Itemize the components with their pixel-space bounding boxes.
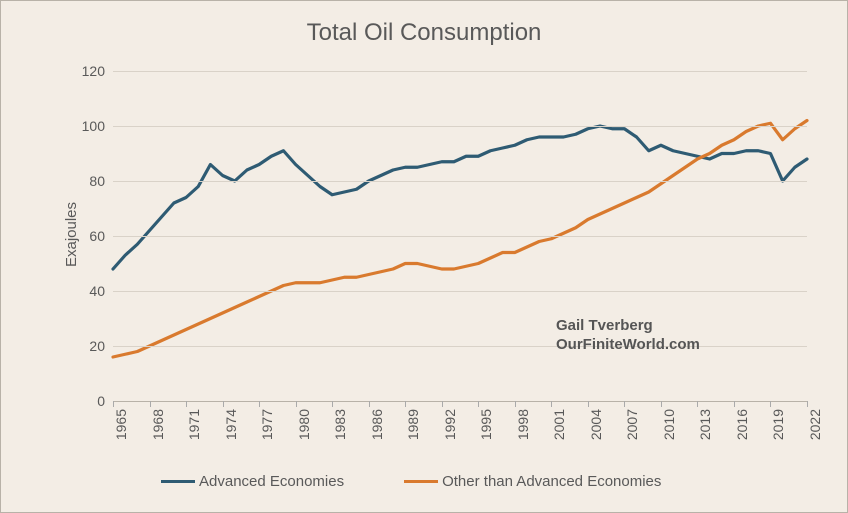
tick-mark xyxy=(442,401,443,407)
tick-mark xyxy=(186,401,187,407)
legend-label-advanced: Advanced Economies xyxy=(199,473,344,490)
xtick-label: 2007 xyxy=(624,409,640,440)
xtick-label: 1998 xyxy=(515,409,531,440)
tick-mark xyxy=(807,401,808,407)
gridline xyxy=(113,346,807,347)
tick-mark xyxy=(259,401,260,407)
y-axis-label: Exajoules xyxy=(63,202,80,267)
chart-frame: Total Oil Consumption Exajoules 02040608… xyxy=(0,0,848,513)
ytick-label: 100 xyxy=(82,118,113,134)
tick-mark xyxy=(734,401,735,407)
tick-mark xyxy=(697,401,698,407)
tick-mark xyxy=(332,401,333,407)
xtick-label: 2016 xyxy=(734,409,750,440)
series-line xyxy=(113,126,807,269)
legend-label-other: Other than Advanced Economies xyxy=(442,473,661,490)
chart-title: Total Oil Consumption xyxy=(1,19,847,47)
xtick-label: 2010 xyxy=(661,409,677,440)
legend-swatch-advanced xyxy=(161,480,195,483)
legend-swatch-other xyxy=(404,480,438,483)
gridline xyxy=(113,181,807,182)
tick-mark xyxy=(369,401,370,407)
tick-mark xyxy=(551,401,552,407)
gridline xyxy=(113,401,807,402)
attribution-text: Gail Tverberg OurFiniteWorld.com xyxy=(556,317,700,355)
tick-mark xyxy=(588,401,589,407)
gridline xyxy=(113,71,807,72)
ytick-label: 0 xyxy=(97,393,113,409)
ytick-label: 80 xyxy=(89,173,113,189)
tick-mark xyxy=(150,401,151,407)
xtick-label: 1980 xyxy=(296,409,312,440)
xtick-label: 1995 xyxy=(478,409,494,440)
tick-mark xyxy=(661,401,662,407)
xtick-label: 2001 xyxy=(551,409,567,440)
xtick-label: 1974 xyxy=(223,409,239,440)
tick-mark xyxy=(770,401,771,407)
xtick-label: 1992 xyxy=(442,409,458,440)
xtick-label: 1986 xyxy=(369,409,385,440)
tick-mark xyxy=(478,401,479,407)
xtick-label: 1989 xyxy=(405,409,421,440)
gridline xyxy=(113,126,807,127)
legend-item-advanced: Advanced Economies xyxy=(161,473,344,490)
xtick-label: 1983 xyxy=(332,409,348,440)
ytick-label: 20 xyxy=(89,338,113,354)
attribution-line-1: Gail Tverberg xyxy=(556,317,700,336)
tick-mark xyxy=(296,401,297,407)
series-line xyxy=(113,121,807,358)
legend: Advanced Economies Other than Advanced E… xyxy=(161,473,661,490)
attribution-line-2: OurFiniteWorld.com xyxy=(556,336,700,355)
xtick-label: 2019 xyxy=(770,409,786,440)
legend-item-other: Other than Advanced Economies xyxy=(404,473,661,490)
ytick-label: 60 xyxy=(89,228,113,244)
gridline xyxy=(113,291,807,292)
xtick-label: 2022 xyxy=(807,409,823,440)
xtick-label: 1965 xyxy=(113,409,129,440)
xtick-label: 1968 xyxy=(150,409,166,440)
xtick-label: 2013 xyxy=(697,409,713,440)
plot-area: 0204060801001201965196819711974197719801… xyxy=(113,71,807,401)
xtick-label: 1977 xyxy=(259,409,275,440)
tick-mark xyxy=(223,401,224,407)
gridline xyxy=(113,236,807,237)
xtick-label: 2004 xyxy=(588,409,604,440)
ytick-label: 40 xyxy=(89,283,113,299)
xtick-label: 1971 xyxy=(186,409,202,440)
tick-mark xyxy=(515,401,516,407)
tick-mark xyxy=(405,401,406,407)
tick-mark xyxy=(113,401,114,407)
ytick-label: 120 xyxy=(82,63,113,79)
tick-mark xyxy=(624,401,625,407)
